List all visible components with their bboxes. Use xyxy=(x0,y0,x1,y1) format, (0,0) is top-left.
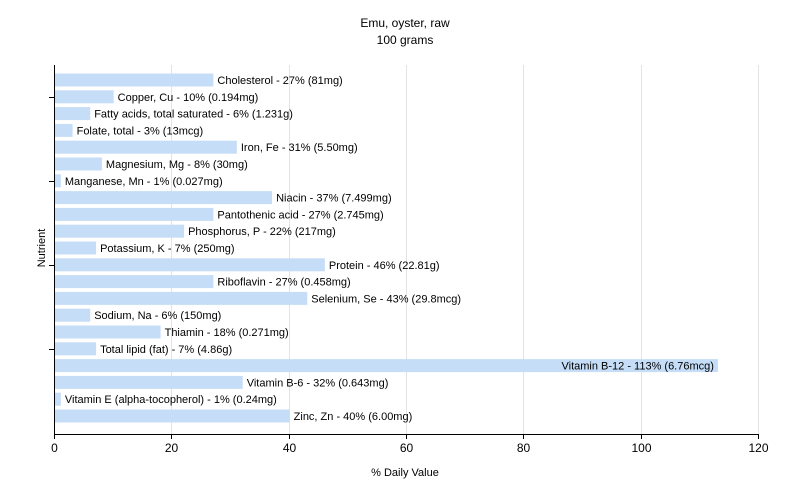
bars xyxy=(55,73,718,423)
bar-label: Zinc, Zn - 40% (6.00mg) xyxy=(294,411,413,423)
bar-label: Magnesium, Mg - 8% (30mg) xyxy=(106,159,248,171)
y-axis-label: Nutrient xyxy=(36,229,48,268)
bar-label: Selenium, Se - 43% (29.8mcg) xyxy=(311,293,461,305)
bar-label: Riboflavin - 27% (0.458mg) xyxy=(217,277,350,289)
bar xyxy=(55,325,161,339)
bar xyxy=(55,174,61,188)
bar xyxy=(55,191,273,205)
x-tick-label: 20 xyxy=(165,441,179,455)
bar xyxy=(55,392,61,406)
bar xyxy=(55,275,214,289)
bar-label: Copper, Cu - 10% (0.194mg) xyxy=(118,92,259,104)
bar-label: Vitamin B-12 - 113% (6.76mcg) xyxy=(561,361,713,373)
bar xyxy=(55,342,97,356)
bar-label: Phosphorus, P - 22% (217mg) xyxy=(188,226,336,238)
bar xyxy=(55,241,97,255)
bar xyxy=(55,123,73,137)
bar xyxy=(55,157,102,171)
bar-label: Niacin - 37% (7.499mg) xyxy=(276,193,392,205)
bar xyxy=(55,308,91,322)
bar xyxy=(55,224,185,238)
bar xyxy=(55,291,308,305)
bar-labels: Cholesterol - 27% (81mg) Copper, Cu - 10%… xyxy=(65,75,714,423)
bar-label: Total lipid (fat) - 7% (4.86g) xyxy=(100,344,232,356)
bar xyxy=(55,258,325,272)
x-tick-label: 100 xyxy=(631,441,651,455)
bar-label: Thiamin - 18% (0.271mg) xyxy=(165,327,289,339)
bar xyxy=(55,207,214,221)
bar xyxy=(55,140,237,154)
bar xyxy=(55,107,91,121)
chart-title: Emu, oyster, raw xyxy=(360,16,450,30)
bar-label: Vitamin B-6 - 32% (0.643mg) xyxy=(247,377,389,389)
grid-lines xyxy=(171,65,759,434)
bar xyxy=(55,73,214,87)
bar-label: Sodium, Na - 6% (150mg) xyxy=(94,310,221,322)
x-tick-label: 120 xyxy=(748,441,768,455)
x-axis-label: % Daily Value xyxy=(371,467,439,479)
x-tick-label: 0 xyxy=(51,441,58,455)
bar xyxy=(55,375,243,389)
bar-label: Fatty acids, total saturated - 6% (1.231… xyxy=(94,109,293,121)
bar-label: Pantothenic acid - 27% (2.745mg) xyxy=(217,209,383,221)
x-tick-label: 40 xyxy=(283,441,297,455)
bar xyxy=(55,359,718,373)
axes: 0 20 40 60 80 100 120 xyxy=(49,65,769,455)
bar-label: Folate, total - 3% (13mcg) xyxy=(77,125,204,137)
x-tick-label: 80 xyxy=(517,441,531,455)
bar-label: Cholesterol - 27% (81mg) xyxy=(217,75,342,87)
chart-subtitle: 100 grams xyxy=(377,33,434,47)
bar-label: Vitamin E (alpha-tocopherol) - 1% (0.24m… xyxy=(65,394,277,406)
x-tick-label: 60 xyxy=(400,441,414,455)
bar-label: Protein - 46% (22.81g) xyxy=(329,260,440,272)
bar xyxy=(55,90,114,104)
bar-label: Manganese, Mn - 1% (0.027mg) xyxy=(65,176,223,188)
bar-label: Iron, Fe - 31% (5.50mg) xyxy=(241,142,358,154)
bar xyxy=(55,409,290,423)
bar-label: Potassium, K - 7% (250mg) xyxy=(100,243,235,255)
